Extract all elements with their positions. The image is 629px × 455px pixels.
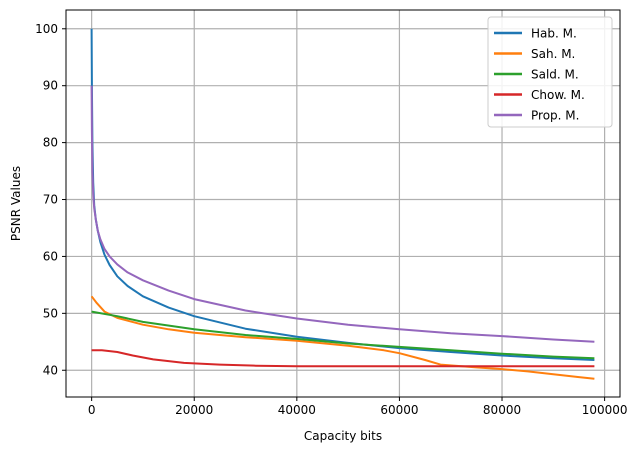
x-tick-label: 60000 [380, 403, 418, 417]
y-tick-label: 90 [43, 79, 58, 93]
series-lines [90, 28, 595, 380]
series-line [91, 349, 595, 368]
x-axis-ticks: 0 20000 40000 60000 80000 100000 [88, 397, 628, 417]
y-tick-label: 50 [43, 306, 58, 320]
x-tick-label: 20000 [175, 403, 213, 417]
legend: Hab. M. Sah. M. Sald. M. Chow. M. Prop. M. [487, 16, 613, 128]
y-axis-ticks: 40 50 60 70 80 90 100 [35, 22, 66, 377]
legend-label: Chow. M. [531, 88, 585, 102]
legend-label: Sald. M. [531, 68, 579, 82]
legend-box [487, 16, 613, 128]
plot-frame [65, 9, 621, 398]
y-tick-label: 100 [35, 22, 58, 36]
y-tick-label: 80 [43, 136, 58, 150]
y-tick-label: 40 [43, 363, 58, 377]
series-line [90, 85, 595, 343]
series-line [91, 310, 595, 360]
x-axis-label: Capacity bits [304, 429, 382, 443]
x-tick-label: 40000 [278, 403, 316, 417]
series-line [90, 295, 595, 380]
x-tick-label: 80000 [483, 403, 521, 417]
y-tick-label: 70 [43, 193, 58, 207]
x-tick-label: 0 [88, 403, 96, 417]
legend-label: Sah. M. [531, 47, 575, 61]
y-axis-label: PSNR Values [9, 166, 23, 241]
legend-label: Hab. M. [531, 27, 577, 41]
legend-label: Prop. M. [531, 109, 579, 123]
y-tick-label: 60 [43, 249, 58, 263]
x-tick-label: 100000 [582, 403, 628, 417]
